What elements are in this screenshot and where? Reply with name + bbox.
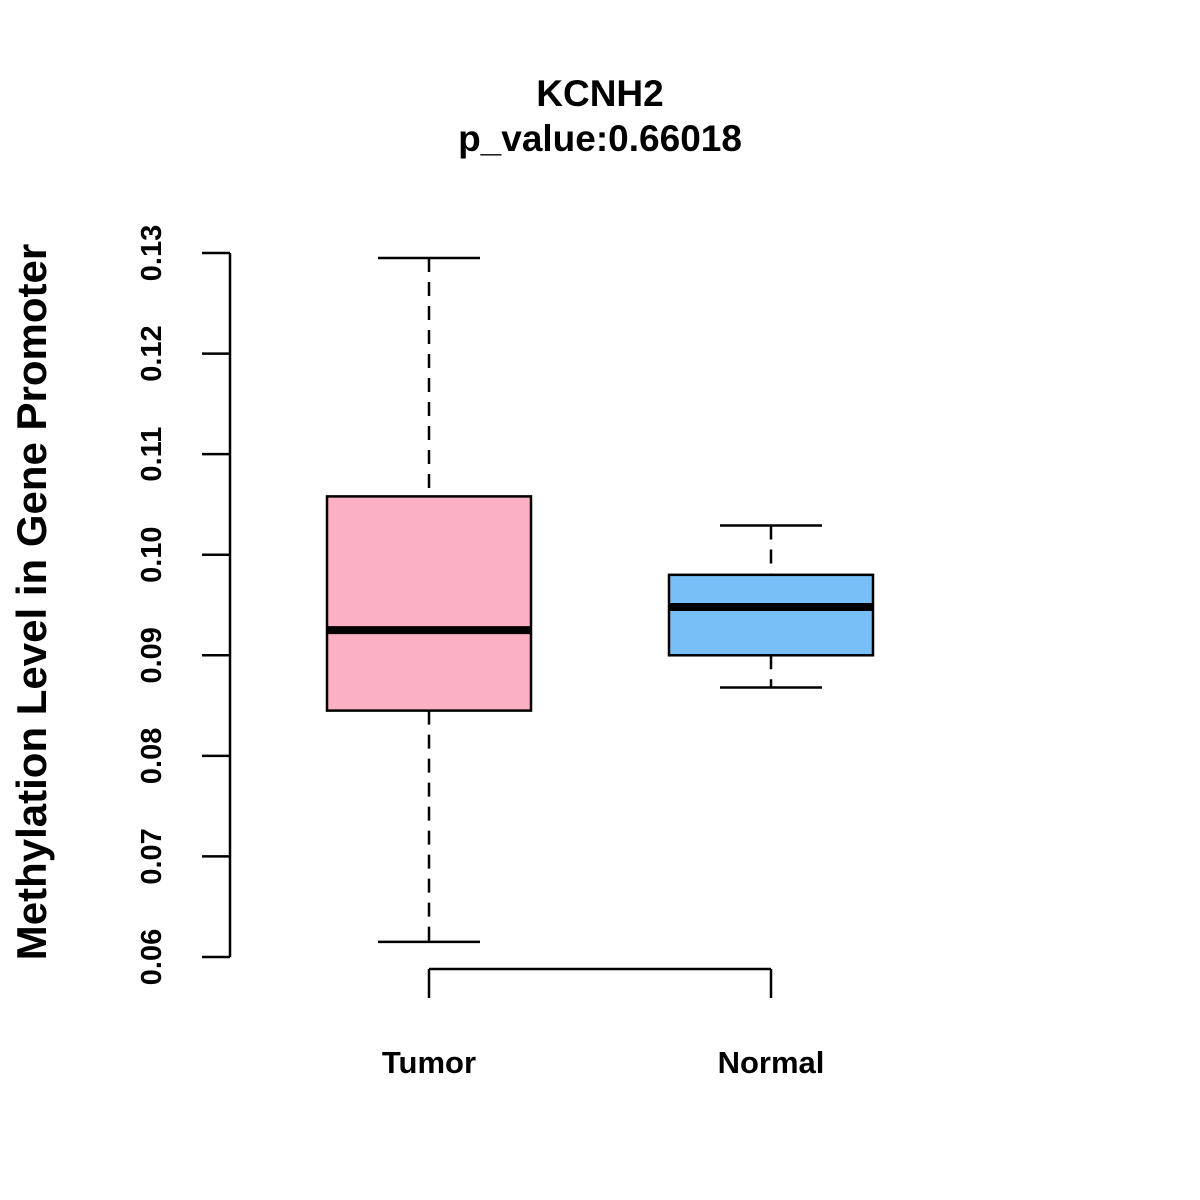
chart-subtitle: p_value:0.66018 xyxy=(458,118,742,159)
y-tick-label: 0.08 xyxy=(136,728,168,784)
y-tick-label: 0.07 xyxy=(136,828,168,884)
x-tick-label: Tumor xyxy=(382,1045,476,1080)
x-axis: Tumor Normal xyxy=(382,967,825,1080)
y-tick-label: 0.12 xyxy=(136,325,168,381)
iqr-box xyxy=(667,573,875,657)
x-tick-label: Normal xyxy=(718,1045,825,1080)
y-tick-label: 0.13 xyxy=(136,225,168,281)
y-axis: 0.06 0.07 0.08 0.09 0.10 0.11 0.12 0.13 xyxy=(136,225,232,985)
chart-title: KCNH2 xyxy=(536,73,663,114)
y-tick-label: 0.11 xyxy=(136,427,168,482)
box-tumor xyxy=(325,256,533,944)
box-normal xyxy=(667,524,875,689)
iqr-box xyxy=(325,495,533,712)
y-axis-label: Methylation Level in Gene Promoter xyxy=(8,244,55,960)
y-tick-label: 0.09 xyxy=(136,627,168,683)
y-tick-label: 0.06 xyxy=(136,929,168,985)
y-tick-label: 0.10 xyxy=(136,526,168,582)
boxes xyxy=(325,256,875,944)
